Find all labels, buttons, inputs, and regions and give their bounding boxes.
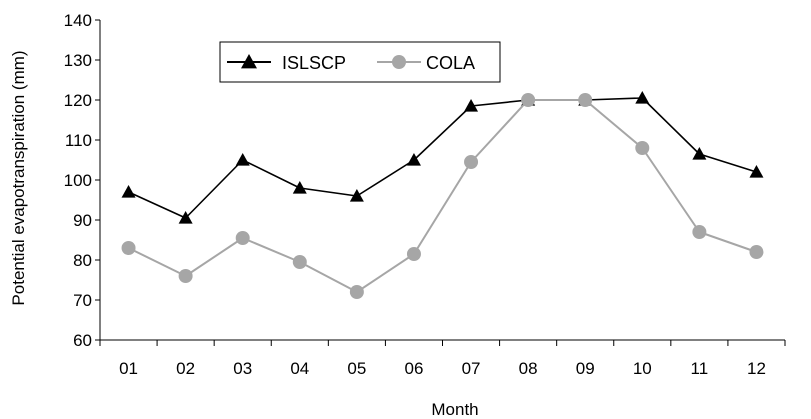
data-point-cola <box>521 93 536 107</box>
series-lines <box>121 91 764 299</box>
x-tick-label: 12 <box>747 359 766 378</box>
y-tick-label: 60 <box>73 331 92 350</box>
x-tick-label: 03 <box>233 359 252 378</box>
y-tick-label: 110 <box>65 131 92 150</box>
x-tick-label: 10 <box>633 359 652 378</box>
x-tick-label: 11 <box>691 359 709 378</box>
x-tick-label: 01 <box>119 359 138 378</box>
y-axis-label: Potential evapotranspiration (mm) <box>9 50 28 305</box>
legend-label-cola: COLA <box>426 53 475 73</box>
data-point-cola <box>406 247 421 261</box>
legend-label-islscp: ISLSCP <box>282 53 346 73</box>
x-tick-label: 02 <box>176 359 195 378</box>
series-line-cola <box>128 99 757 293</box>
data-point-cola <box>235 231 250 245</box>
y-tick-label: 100 <box>64 171 92 190</box>
data-point-islscp <box>235 153 250 166</box>
y-tick-label: 70 <box>73 291 92 310</box>
x-tick-label: 06 <box>404 359 423 378</box>
data-point-cola <box>464 155 479 169</box>
data-point-cola <box>292 255 307 269</box>
x-tick-label: 09 <box>576 359 595 378</box>
x-tick-label: 05 <box>347 359 366 378</box>
series-line-islscp <box>128 97 757 219</box>
x-tick-label: 07 <box>462 359 481 378</box>
data-point-islscp <box>692 147 707 160</box>
x-axis-label: Month <box>431 400 478 419</box>
data-point-cola <box>635 141 650 155</box>
data-point-islscp <box>749 165 764 178</box>
y-tick-label: 90 <box>73 211 92 230</box>
data-point-cola <box>692 225 707 239</box>
legend-marker-cola <box>392 55 406 69</box>
data-point-cola <box>749 245 764 259</box>
x-tick-label: 04 <box>290 359 309 378</box>
y-tick-label: 140 <box>64 11 92 30</box>
legend-marker-islscp <box>241 54 257 69</box>
x-tick-label: 08 <box>519 359 538 378</box>
data-point-cola <box>578 93 593 107</box>
data-point-islscp <box>349 189 364 202</box>
data-point-islscp <box>464 99 479 112</box>
y-tick-label: 80 <box>73 251 92 270</box>
y-tick-label: 130 <box>64 51 92 70</box>
data-point-islscp <box>292 181 307 194</box>
data-point-cola <box>349 285 364 299</box>
data-point-cola <box>121 241 136 255</box>
axes: 60 70 80 90 100 110 120 130 140 01 02 03 04 05 06 07 08 0… <box>64 11 786 378</box>
y-tick-label: 120 <box>64 91 92 110</box>
data-point-islscp <box>635 91 650 104</box>
data-point-cola <box>178 269 193 283</box>
data-point-islscp <box>121 185 136 198</box>
data-point-islscp <box>178 211 193 224</box>
legend: ISLSCP COLA <box>219 41 501 83</box>
data-point-islscp <box>406 153 421 166</box>
